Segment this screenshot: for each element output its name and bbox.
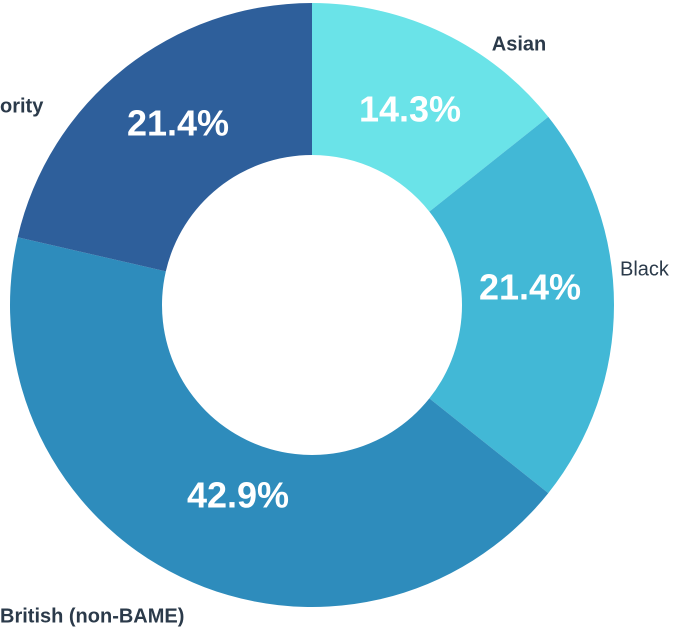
category-label: Asian — [492, 33, 546, 55]
value-label: 14.3% — [359, 89, 461, 130]
value-label: 21.4% — [127, 103, 229, 144]
donut-slice — [312, 3, 549, 212]
donut-slice — [429, 116, 614, 494]
category-label: ority — [0, 95, 44, 117]
donut-slice — [10, 237, 549, 608]
category-label: Black — [620, 258, 670, 280]
donut-slice — [17, 3, 313, 272]
value-label: 42.9% — [187, 475, 289, 516]
value-label: 21.4% — [479, 267, 581, 308]
category-label: British (non-BAME) — [0, 605, 184, 627]
